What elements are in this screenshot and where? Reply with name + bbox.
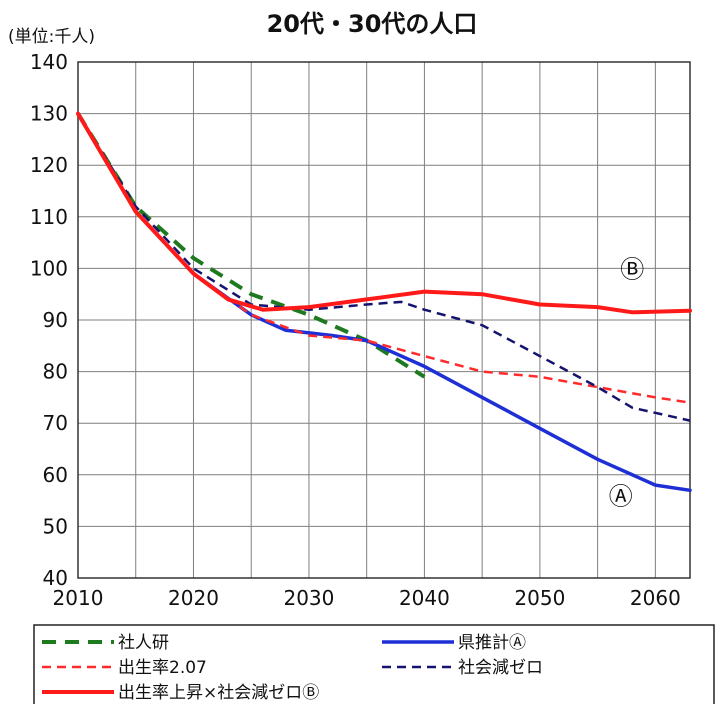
y-tick-label: 140 [30,50,68,74]
y-tick-label: 110 [30,205,68,229]
legend-label-2: 県推計Ⓐ [458,633,526,653]
x-tick-label: 2030 [283,586,334,610]
series-line-3 [76,112,691,404]
y-tick-label: 50 [43,514,68,538]
x-tick-labels: 2010 2020 2030 2040 2050 2060 [53,586,681,610]
y-tick-labels: 40 50 60 70 80 90 100 110 120 130 140 [30,50,68,590]
y-tick-label: 70 [43,411,68,435]
unit-label: (単位:千人) [8,27,95,47]
annotation-label-1: Ⓑ [620,255,644,283]
y-tick-label: 100 [30,256,68,280]
y-tick-label: 60 [43,463,68,487]
x-tick-label: 2060 [630,586,681,610]
x-tick-label: 2020 [168,586,219,610]
x-tick-label: 2040 [399,586,450,610]
legend-box [33,624,715,704]
grid-layer [77,61,691,579]
plot-frame [77,61,691,579]
legend-label-4: 社会減ゼロ [458,658,543,678]
y-tick-label: 130 [30,102,68,126]
legend-label-1: 社人研 [118,633,169,653]
y-tick-label: 90 [43,308,68,332]
annotation-layer: ⒷⒶ [609,255,645,510]
y-tick-label: 40 [43,566,68,590]
x-tick-label: 2010 [53,586,104,610]
y-tick-label: 120 [30,153,68,177]
y-tick-label: 80 [43,360,68,384]
x-tick-label: 2050 [514,586,565,610]
chart-title: 20代・30代の人口 [267,10,478,38]
series-line-4 [76,112,691,422]
legend-label-3: 出生率2.07 [118,658,207,678]
series-line-5 [76,111,692,315]
series-layer [76,111,692,493]
annotation-label-2: Ⓐ [609,482,633,510]
legend-label-5: 出生率上昇×社会減ゼロⒷ [118,683,319,703]
